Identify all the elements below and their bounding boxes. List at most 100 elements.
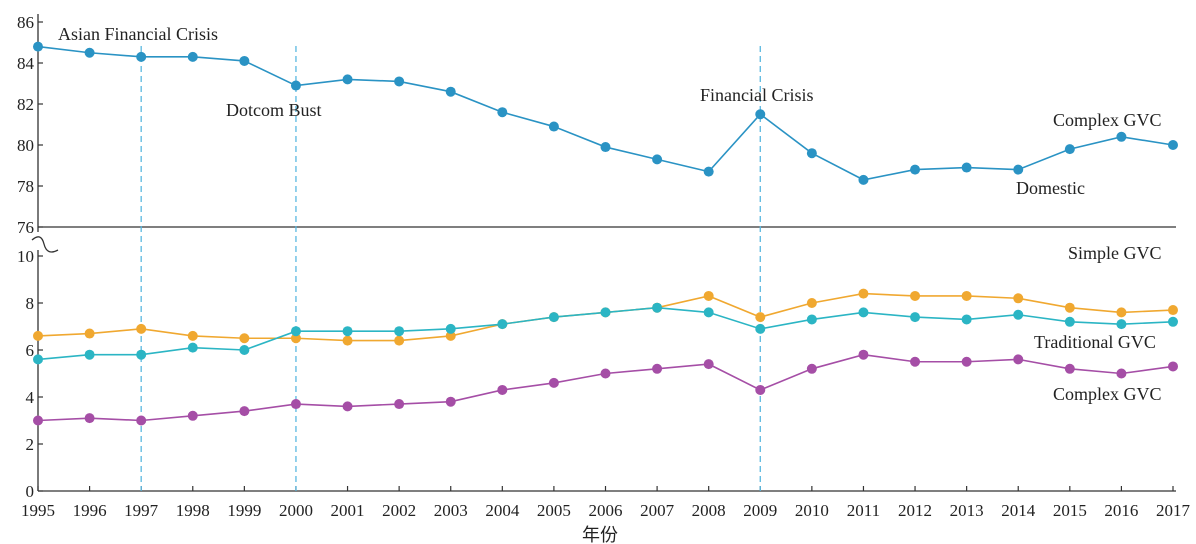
x-tick-label: 2015 xyxy=(1053,501,1087,520)
x-tick-label: 2009 xyxy=(743,501,777,520)
y-tick-label-bottom: 8 xyxy=(26,294,35,313)
data-point-simple-gvc xyxy=(703,290,714,301)
data-point-traditional-gvc xyxy=(290,326,301,337)
data-point-traditional-gvc xyxy=(703,307,714,318)
data-point-complex-gvc xyxy=(910,356,921,367)
x-tick-label: 2016 xyxy=(1104,501,1138,520)
x-tick-label: 1998 xyxy=(176,501,210,520)
data-point-traditional-gvc xyxy=(600,307,611,318)
data-point-domestic xyxy=(497,107,508,118)
data-point-domestic xyxy=(445,86,456,97)
data-point-simple-gvc xyxy=(84,328,95,339)
data-point-simple-gvc xyxy=(961,290,972,301)
data-point-complex-gvc xyxy=(136,415,147,426)
data-point-traditional-gvc xyxy=(1013,309,1024,320)
x-tick-label: 2017 xyxy=(1156,501,1191,520)
y-tick-label-top: 84 xyxy=(17,54,35,73)
y-tick-label-bottom: 10 xyxy=(17,247,34,266)
x-tick-label: 2010 xyxy=(795,501,829,520)
y-tick-label-top: 78 xyxy=(17,177,34,196)
data-point-traditional-gvc xyxy=(961,314,972,325)
data-point-simple-gvc xyxy=(136,323,147,334)
data-point-complex-gvc xyxy=(1013,354,1024,365)
data-point-traditional-gvc xyxy=(239,345,250,355)
data-point-traditional-gvc xyxy=(1168,316,1178,327)
data-point-complex-gvc xyxy=(239,406,250,417)
x-tick-label: 2011 xyxy=(847,501,880,520)
data-point-complex-gvc xyxy=(187,410,198,421)
data-point-domestic xyxy=(910,164,921,175)
data-point-complex-gvc xyxy=(33,415,43,426)
x-tick-label: 1997 xyxy=(124,501,159,520)
event-label-asian-financial-crisis: Asian Financial Crisis xyxy=(58,24,218,44)
data-point-complex-gvc xyxy=(342,401,353,412)
data-point-traditional-gvc xyxy=(652,302,663,313)
series-label-bottom-complex-gvc: Complex GVC xyxy=(1053,384,1162,404)
data-point-complex-gvc xyxy=(497,384,508,395)
data-point-simple-gvc xyxy=(342,335,353,346)
data-point-complex-gvc xyxy=(600,368,611,379)
data-point-traditional-gvc xyxy=(1116,319,1127,330)
data-point-simple-gvc xyxy=(1168,305,1178,316)
series-label-traditional-gvc: Traditional GVC xyxy=(1034,332,1156,352)
y-tick-label-bottom: 6 xyxy=(26,341,35,360)
data-point-traditional-gvc xyxy=(910,312,921,323)
data-point-simple-gvc xyxy=(1064,302,1075,313)
y-tick-label-top: 76 xyxy=(17,218,34,237)
y-tick-label-top: 80 xyxy=(17,136,34,155)
data-point-complex-gvc xyxy=(548,377,559,388)
x-tick-label: 1995 xyxy=(21,501,55,520)
data-point-traditional-gvc xyxy=(342,326,353,337)
data-point-domestic xyxy=(548,121,559,132)
data-point-traditional-gvc xyxy=(548,312,559,323)
y-tick-label-top: 82 xyxy=(17,95,34,114)
data-point-complex-gvc xyxy=(290,399,301,410)
y-tick-label-bottom: 2 xyxy=(26,435,35,454)
x-tick-label: 2014 xyxy=(1001,501,1036,520)
data-point-traditional-gvc xyxy=(858,307,869,318)
event-label-financial-crisis: Financial Crisis xyxy=(700,85,814,105)
x-tick-label: 2002 xyxy=(382,501,416,520)
y-tick-label-bottom: 4 xyxy=(26,388,35,407)
data-point-domestic xyxy=(84,47,95,58)
y-tick-label-bottom: 0 xyxy=(26,482,35,501)
data-point-traditional-gvc xyxy=(84,349,95,360)
data-point-simple-gvc xyxy=(239,333,250,344)
x-tick-label: 2001 xyxy=(331,501,365,520)
data-point-complex-gvc xyxy=(1168,361,1178,372)
x-tick-label: 2012 xyxy=(898,501,932,520)
data-point-domestic xyxy=(342,74,353,85)
data-point-domestic xyxy=(239,55,250,66)
data-point-domestic xyxy=(33,41,43,52)
data-point-simple-gvc xyxy=(1013,293,1024,304)
data-point-domestic xyxy=(136,51,147,62)
data-point-complex-gvc xyxy=(394,399,405,410)
x-tick-label: 2003 xyxy=(434,501,468,520)
x-tick-label: 2006 xyxy=(589,501,623,520)
y-tick-label-top: 86 xyxy=(17,13,34,32)
data-point-simple-gvc xyxy=(858,288,869,299)
data-point-complex-gvc xyxy=(858,349,869,360)
data-point-simple-gvc xyxy=(1116,307,1127,318)
x-tick-label: 2008 xyxy=(692,501,726,520)
data-point-complex-gvc xyxy=(84,413,95,424)
data-point-traditional-gvc xyxy=(187,342,198,353)
data-point-traditional-gvc xyxy=(497,319,508,330)
data-point-complex-gvc xyxy=(703,359,714,370)
data-point-simple-gvc xyxy=(290,333,301,344)
data-point-traditional-gvc xyxy=(445,323,456,334)
data-point-traditional-gvc xyxy=(1064,316,1075,327)
tick-labels: 76 78 80 82 84 86 0 2 4 6 8 10 1995 1996 1997 1998 1999 2… xyxy=(17,13,1191,520)
x-tick-label: 1996 xyxy=(73,501,107,520)
data-point-domestic xyxy=(1168,140,1178,150)
series-line-domestic xyxy=(37,45,1174,181)
data-point-traditional-gvc xyxy=(33,354,43,365)
x-tick-label: 2000 xyxy=(279,501,313,520)
series-label-simple-gvc: Simple GVC xyxy=(1068,243,1162,263)
data-point-domestic xyxy=(394,76,405,87)
data-point-simple-gvc xyxy=(755,312,766,323)
data-point-domestic xyxy=(1013,164,1024,175)
data-point-domestic xyxy=(1064,144,1075,155)
data-point-domestic xyxy=(600,142,611,153)
